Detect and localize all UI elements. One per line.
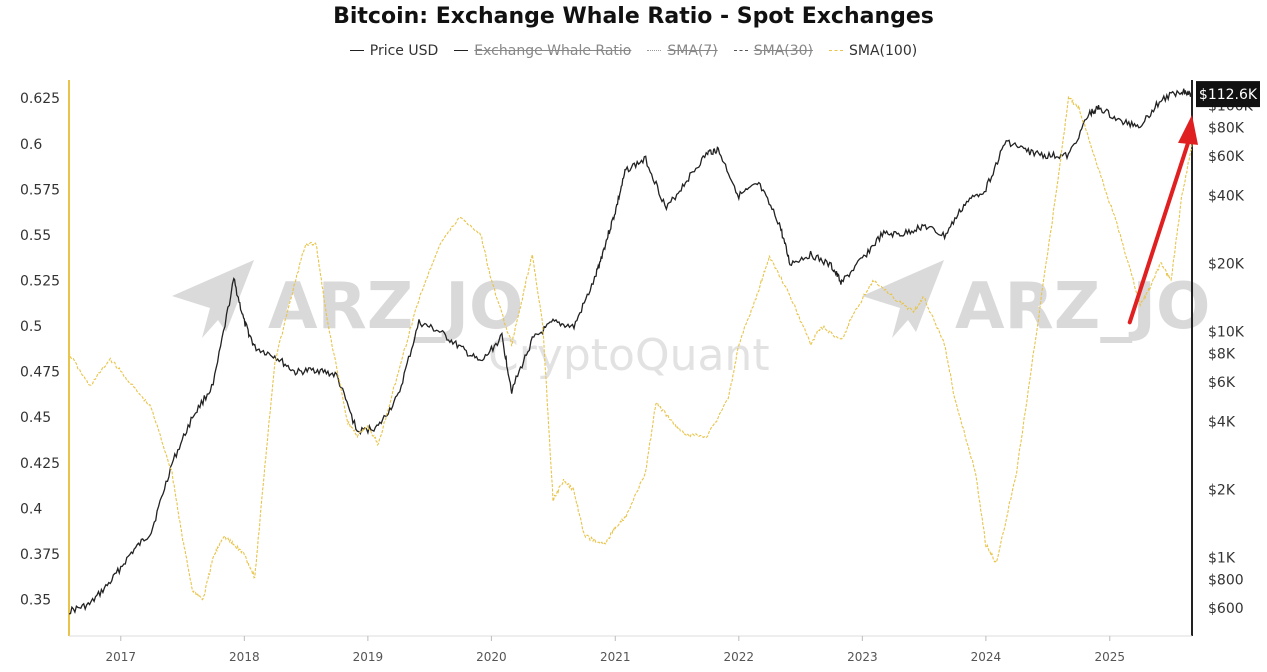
overlay-layer: $112.6K [1127,81,1260,325]
telegram-icon [172,260,254,338]
right-axis-tick-label: $20K [1208,257,1245,273]
left-axis-tick-label: 0.55 [20,228,51,244]
legend-swatch [647,49,662,51]
right-axis-tick-label: $600 [1208,601,1244,617]
left-axis-tick-label: 0.6 [20,137,42,153]
x-axis-tick-label: 2022 [724,650,755,664]
watermark-text-right: ARZ_JO [955,270,1210,344]
chart-legend: Price USD Exchange Whale Ratio SMA(7) SMA(3… [0,43,1267,59]
current-price-label: $112.6K [1199,87,1258,103]
legend-label: SMA(30) [753,43,814,59]
x-axis-tick-label: 2021 [600,650,631,664]
legend-label: Price USD [369,43,439,59]
right-axis-tick-label: $40K [1208,189,1245,205]
x-axis-tick-label: 2025 [1094,650,1125,664]
x-axis-tick-label: 2019 [353,650,384,664]
annotation-arrow-shaft [1127,134,1192,325]
x-axis-tick-label: 2023 [847,650,878,664]
chart-title: Bitcoin: Exchange Whale Ratio - Spot Exc… [333,4,934,29]
left-axis-tick-label: 0.4 [20,501,42,517]
left-axis-tick-label: 0.475 [20,365,60,381]
right-axis-tick-label: $1K [1208,551,1236,567]
legend-swatch [733,49,748,51]
left-axis-tick-label: 0.375 [20,547,60,563]
right-axis-tick-label: $800 [1208,573,1244,589]
right-axis-tick-label: $8K [1208,347,1236,363]
left-axis-tick-label: 0.575 [20,182,60,198]
right-axis-tick-label: $10K [1208,325,1245,341]
legend-item-price-usd[interactable]: Price USD [349,43,439,59]
left-axis-tick-label: 0.625 [20,91,60,107]
legend-swatch [454,49,469,51]
right-axis-tick-label: $2K [1208,483,1236,499]
series-line-price-usd [68,88,1193,615]
legend-item-sma-100[interactable]: SMA(100) [829,43,917,59]
legend-label: SMA(7) [667,43,718,59]
series-layer [68,88,1193,615]
legend-swatch [349,49,364,51]
annotation-arrow-head [1178,114,1198,145]
legend-item-sma-7[interactable]: SMA(7) [647,43,718,59]
x-axis-tick-label: 2024 [971,650,1002,664]
current-price-badge [1196,81,1260,108]
watermark-brand: CryptoQuant [488,330,770,381]
legend-label: Exchange Whale Ratio [474,43,632,59]
axes-layer: 0.625 0.6 0.575 0.55 0.525 0.5 0.475 0.45 0.425 0… [20,80,1254,664]
x-axis-tick-label: 2018 [229,650,260,664]
legend-label: SMA(100) [849,43,918,59]
x-axis-tick-label: 2020 [476,650,507,664]
left-axis-tick-label: 0.45 [20,410,51,426]
x-axis-tick-label: 2017 [106,650,137,664]
telegram-icon [862,260,944,338]
left-axis-tick-label: 0.35 [20,593,51,609]
watermark-text-left: ARZ_JO [268,270,523,344]
legend-item-sma-30[interactable]: SMA(30) [733,43,814,59]
right-axis-tick-label: $80K [1208,121,1245,137]
right-axis-tick-label: $4K [1208,415,1236,431]
left-axis-tick-label: 0.525 [20,274,60,290]
right-axis-tick-label: $60K [1208,149,1245,165]
left-axis-tick-label: 0.425 [20,456,60,472]
left-axis-tick-label: 0.5 [20,319,42,335]
legend-item-exchange-whale-ratio[interactable]: Exchange Whale Ratio [454,43,631,59]
series-line-sma-100 [68,96,1193,601]
right-axis-tick-label: $6K [1208,375,1236,391]
legend-swatch [829,49,844,51]
